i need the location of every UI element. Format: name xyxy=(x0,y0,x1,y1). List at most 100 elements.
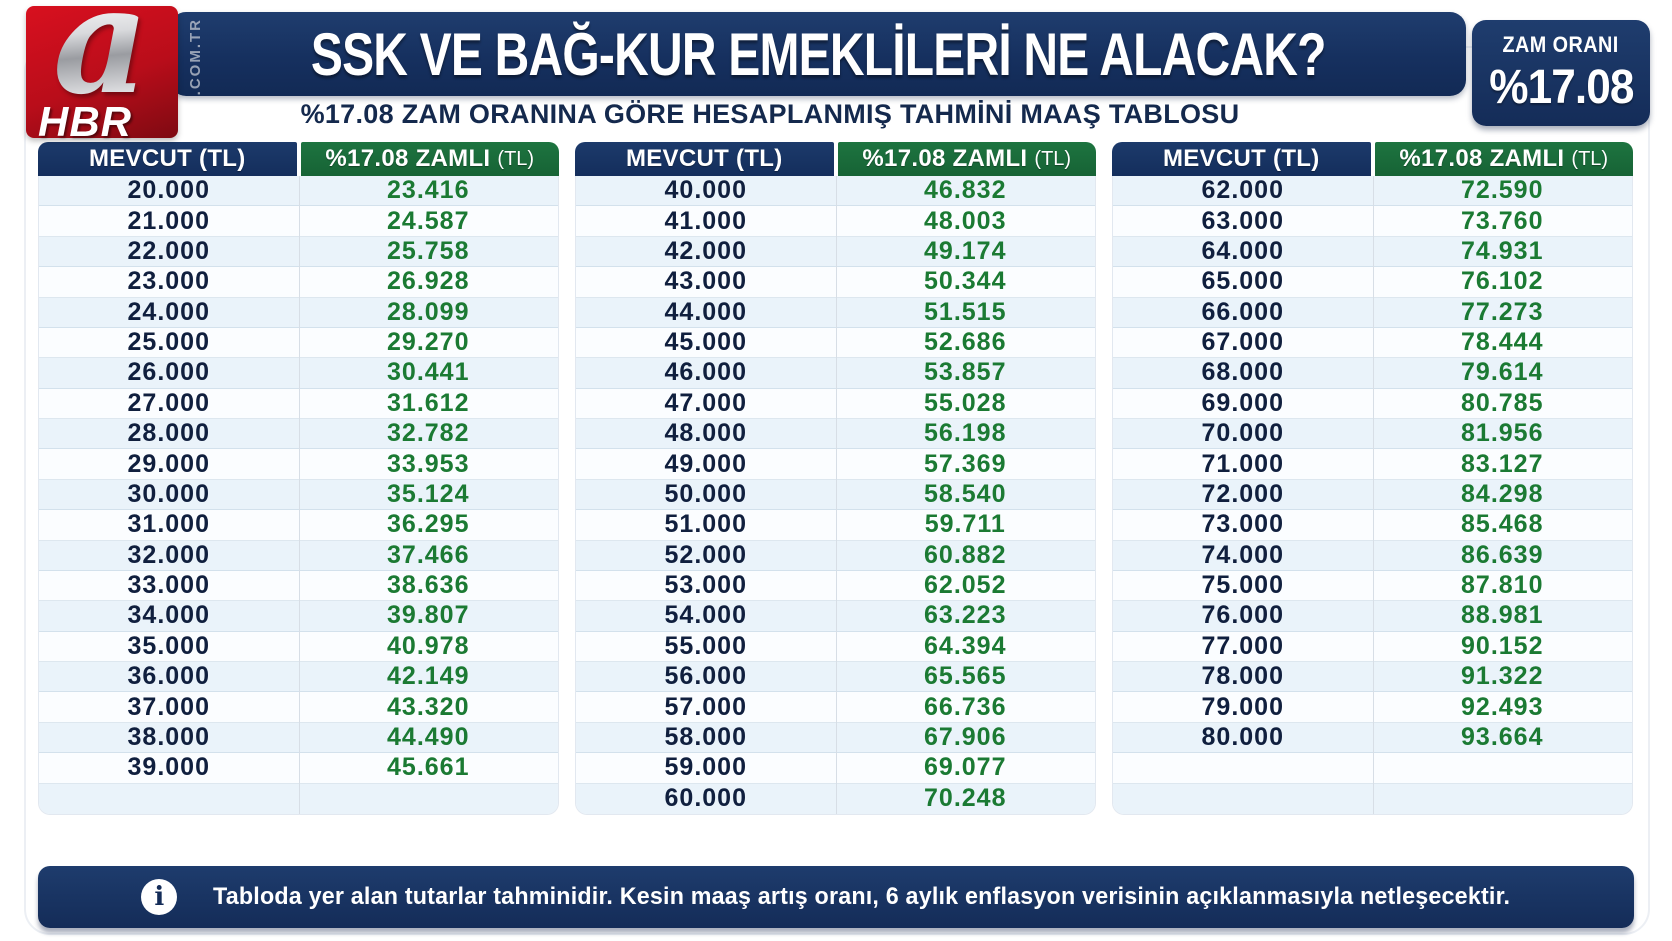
raised-amount: 26.928 xyxy=(387,267,470,296)
raised-amount: 76.102 xyxy=(1461,267,1544,296)
current-amount: 55.000 xyxy=(664,631,747,660)
raised-amount: 46.832 xyxy=(924,176,1007,205)
table-row: 37.000 43.320 xyxy=(39,692,558,723)
table-header: MEVCUT (TL) %17.08 ZAMLI (TL) xyxy=(38,142,559,176)
current-amount: 28.000 xyxy=(127,419,210,448)
current-amount: 75.000 xyxy=(1201,571,1284,600)
current-amount: 21.000 xyxy=(127,206,210,235)
raised-amount: 25.758 xyxy=(387,236,470,265)
raised-amount: 24.587 xyxy=(387,206,470,235)
raised-amount: 85.468 xyxy=(1461,510,1544,539)
table-row: 24.000 28.099 xyxy=(39,297,558,328)
raised-amount: 81.956 xyxy=(1461,419,1544,448)
table-row: 41.000 48.003 xyxy=(576,206,1095,237)
raised-amount: 55.028 xyxy=(924,388,1007,417)
current-amount: 47.000 xyxy=(664,388,747,417)
table-row: 74.000 86.639 xyxy=(1113,540,1632,571)
current-amount: 24.000 xyxy=(127,297,210,326)
current-amount: 72.000 xyxy=(1201,479,1284,508)
current-amount: 27.000 xyxy=(127,388,210,417)
raised-amount: 28.099 xyxy=(387,297,470,326)
current-amount: 22.000 xyxy=(127,236,210,265)
raised-amount: 57.369 xyxy=(924,449,1007,478)
current-amount xyxy=(1113,753,1373,782)
raised-amount: 70.248 xyxy=(924,784,1007,813)
col-header-raised-unit: (TL) xyxy=(1571,147,1609,170)
raised-amount: 73.760 xyxy=(1461,206,1544,235)
table-row: 78.000 91.322 xyxy=(1113,662,1632,693)
table-row: 59.000 69.077 xyxy=(576,753,1095,784)
table-row: 64.000 74.931 xyxy=(1113,236,1632,268)
raised-amount: 77.273 xyxy=(1461,297,1544,326)
table-row: 44.000 51.515 xyxy=(576,297,1095,328)
table-row: 51.000 59.711 xyxy=(576,510,1095,541)
table-row: 65.000 76.102 xyxy=(1113,267,1632,298)
current-amount: 76.000 xyxy=(1201,601,1284,630)
table-row xyxy=(1113,753,1632,784)
logo-hbr-text: HBR xyxy=(38,98,132,145)
col-header-raised-label: %17.08 ZAMLI xyxy=(325,145,491,172)
current-amount xyxy=(1113,784,1373,814)
current-amount: 68.000 xyxy=(1201,358,1284,387)
current-amount: 34.000 xyxy=(127,601,210,630)
current-amount: 60.000 xyxy=(664,784,747,813)
table-row: 66.000 77.273 xyxy=(1113,297,1632,328)
raised-amount: 90.152 xyxy=(1461,631,1544,660)
info-icon: i xyxy=(141,879,178,915)
table-header: MEVCUT (TL) %17.08 ZAMLI (TL) xyxy=(575,142,1096,176)
current-amount: 77.000 xyxy=(1201,631,1284,660)
table-header: MEVCUT (TL) %17.08 ZAMLI (TL) xyxy=(1112,142,1633,176)
raised-amount: 42.149 xyxy=(387,662,470,691)
col-header-raised-unit: (TL) xyxy=(1034,147,1072,170)
current-amount: 40.000 xyxy=(664,176,747,205)
table-row: 75.000 87.810 xyxy=(1113,570,1632,602)
raised-amount: 33.953 xyxy=(387,449,470,478)
raised-amount: 38.636 xyxy=(387,571,470,600)
raised-amount: 52.686 xyxy=(924,328,1007,357)
current-amount: 20.000 xyxy=(127,176,210,205)
raised-amount: 91.322 xyxy=(1461,662,1544,691)
current-amount: 42.000 xyxy=(664,236,747,265)
raised-amount: 56.198 xyxy=(924,419,1007,448)
current-amount: 23.000 xyxy=(127,267,210,296)
raised-amount: 88.981 xyxy=(1461,601,1544,630)
table-row: 58.000 67.906 xyxy=(576,722,1095,754)
table-row: 70.000 81.956 xyxy=(1113,419,1632,450)
table-row: 29.000 33.953 xyxy=(39,449,558,480)
raised-amount: 44.490 xyxy=(387,722,470,751)
table-row: 52.000 60.882 xyxy=(576,540,1095,571)
logo-red-plate xyxy=(26,6,178,138)
raised-amount: 53.857 xyxy=(924,358,1007,387)
col-header-current: MEVCUT (TL) xyxy=(1112,142,1371,176)
col-header-raised-unit: (TL) xyxy=(497,147,535,170)
table-row: 39.000 45.661 xyxy=(39,753,558,784)
current-amount xyxy=(39,784,299,814)
table-row: 49.000 57.369 xyxy=(576,449,1095,480)
table-row: 23.000 26.928 xyxy=(39,267,558,298)
current-amount: 35.000 xyxy=(127,631,210,660)
table-row: 43.000 50.344 xyxy=(576,267,1095,298)
raised-amount: 39.807 xyxy=(387,601,470,630)
table-row: 21.000 24.587 xyxy=(39,206,558,237)
table-row: 55.000 64.394 xyxy=(576,631,1095,662)
table-row xyxy=(1113,783,1632,814)
raised-amount: 49.174 xyxy=(924,236,1007,265)
current-amount: 36.000 xyxy=(127,662,210,691)
col-header-raised: %17.08 ZAMLI (TL) xyxy=(1374,142,1633,176)
current-amount: 57.000 xyxy=(664,692,747,721)
raised-amount: 23.416 xyxy=(387,176,470,205)
table-row: 33.000 38.636 xyxy=(39,570,558,602)
raised-amount: 72.590 xyxy=(1461,176,1544,205)
raised-amount: 51.515 xyxy=(924,297,1007,326)
current-amount: 46.000 xyxy=(664,358,747,387)
current-amount: 66.000 xyxy=(1201,297,1284,326)
raised-amount: 32.782 xyxy=(387,419,470,448)
table-row: 36.000 42.149 xyxy=(39,662,558,693)
table-row: 45.000 52.686 xyxy=(576,327,1095,359)
current-amount: 73.000 xyxy=(1201,510,1284,539)
current-amount: 80.000 xyxy=(1201,722,1284,751)
page-title: SSK VE BAĞ-KUR EMEKLİLERİ NE ALACAK? xyxy=(310,20,1327,88)
table-row: 46.000 53.857 xyxy=(576,358,1095,389)
raised-amount: 31.612 xyxy=(387,388,470,417)
current-amount: 37.000 xyxy=(127,692,210,721)
